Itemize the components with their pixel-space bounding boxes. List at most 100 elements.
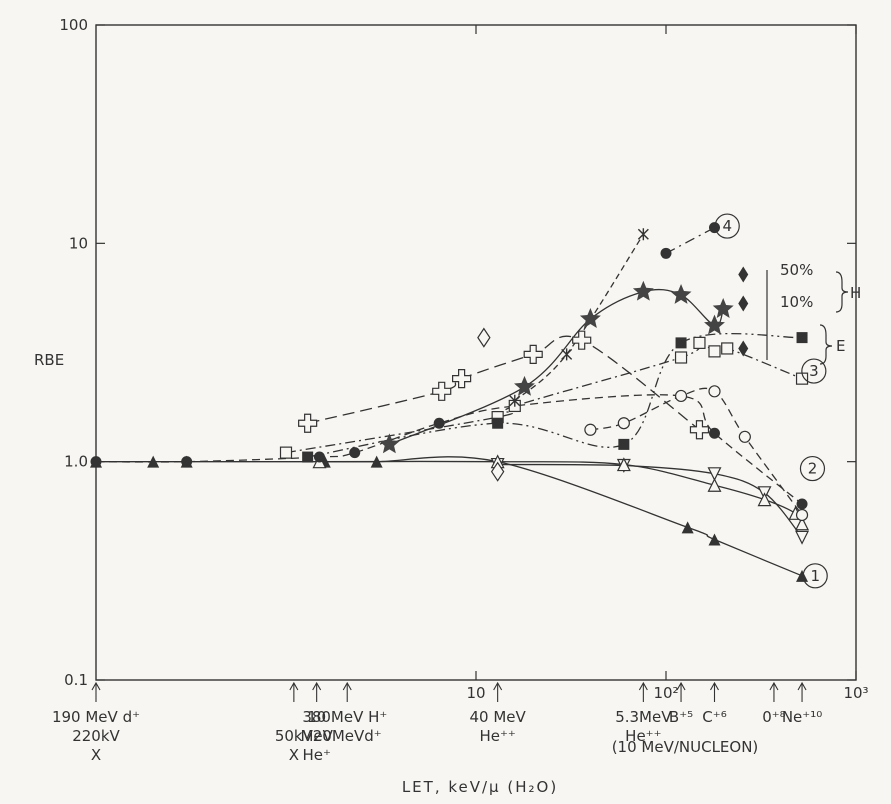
y-tick-label: 10 [69, 234, 88, 252]
radiation-label: 20MeVd⁺ [313, 727, 382, 745]
data-point-filled-circle [796, 498, 808, 510]
bracket-h-label: H [850, 284, 861, 302]
data-point-filled-circle [313, 451, 325, 463]
curve-filled-triangle [96, 456, 803, 577]
data-point-open-square [721, 342, 734, 355]
data-point-star [704, 314, 725, 335]
y-axis-label: RBE [34, 351, 64, 369]
curve-open-triangle [319, 460, 803, 525]
data-point-open-square [693, 336, 706, 349]
data-point-open-triangle [757, 492, 772, 507]
radiation-arrow-head [342, 681, 352, 691]
data-point-star [670, 283, 692, 304]
data-point-open-triangle [707, 477, 722, 492]
radiation-label: 380 [302, 708, 331, 726]
data-point-filled-circle [181, 456, 193, 468]
curve-filled-square [307, 332, 803, 458]
data-point-star [378, 433, 400, 454]
data-point-filled-triangle [147, 455, 160, 468]
data-point-filled-diamond [738, 295, 749, 312]
y-tick-label: 0.1 [64, 671, 88, 689]
data-point-filled-circle [709, 427, 721, 439]
data-point-filled-triangle [681, 521, 694, 534]
y-tick-label: 1.0 [64, 453, 88, 471]
curve-filled-circle [95, 394, 803, 505]
radiation-arrow-head [312, 681, 322, 691]
data-point-filled-square [302, 451, 314, 463]
data-point-filled-diamond [738, 266, 749, 283]
radiation-arrow-head [710, 681, 719, 691]
data-point-filled-diamond [738, 340, 749, 357]
data-point-filled-square [492, 417, 504, 429]
curve-open-cross [307, 335, 700, 431]
curve-label-circle [802, 563, 828, 589]
data-point-open-cross [689, 420, 710, 440]
curve-open-square [285, 342, 803, 454]
data-point-star [632, 280, 654, 301]
y-ticks: 0.1 1.0 10 100 [59, 16, 856, 689]
data-point-star [514, 375, 535, 396]
data-point-filled-circle [90, 456, 102, 468]
curve-label-circle [799, 455, 826, 482]
trend-curves [95, 227, 803, 577]
radiation-label: MeV [300, 727, 333, 745]
radiation-label: 10 MeV H⁺ [307, 708, 387, 726]
data-point-open-cross [432, 381, 452, 401]
data-point-open-triangle [795, 516, 810, 531]
radiation-label: 40 MeV [470, 708, 527, 726]
data-point-filled-square [618, 438, 630, 450]
data-point-open-cross [523, 344, 543, 364]
radiation-label: He⁺⁺ [625, 727, 661, 745]
radiation-label: 0⁺⁸ [762, 708, 785, 726]
data-point-filled-circle [349, 447, 361, 459]
radiation-arrow-head [676, 681, 686, 691]
radiation-label: 220kV [72, 727, 120, 745]
x-tick-label: 10 [466, 684, 485, 702]
y-tick-label: 100 [59, 16, 88, 34]
data-point-open-circle [584, 423, 597, 436]
radiation-label: Ne⁺¹⁰ [782, 708, 822, 726]
radiation-label: 190 MeV d⁺ [52, 708, 140, 726]
data-point-open-circle [617, 417, 630, 430]
data-point-open-square [708, 345, 721, 358]
x-axis-label: LET, keV/μ (H₂O) [402, 778, 558, 796]
radiation-label: He⁺⁺ [479, 727, 515, 745]
data-point-open-inverted-triangle [707, 467, 722, 482]
curve-label: 4 [722, 217, 732, 235]
data-point-open-inverted-triangle [795, 530, 810, 545]
nucleon-label: (10 MeV/NUCLEON) [612, 738, 759, 756]
curve-label: 3 [809, 362, 819, 380]
data-point-open-triangle [616, 457, 631, 472]
radiation-arrow-head [797, 681, 807, 691]
radiation-arrow-head [493, 681, 503, 691]
curve-label-circle [714, 213, 740, 239]
curve-filled-circle-upper [665, 227, 715, 254]
radiation-arrow-head [769, 681, 779, 691]
bracket-e-label: E [836, 337, 845, 355]
radiation-arrow-head [91, 681, 101, 691]
data-point-filled-circle [433, 417, 445, 429]
data-point-filled-square [675, 337, 687, 349]
data-point-filled-triangle [708, 533, 721, 546]
data-point-star [712, 298, 734, 318]
data-point-asterisk [509, 394, 521, 407]
data-point-open-cross [298, 413, 318, 433]
curve-open-circle [590, 387, 803, 516]
data-point-open-cross [572, 330, 592, 350]
data-point-open-square [279, 446, 293, 459]
radiation-label: C⁺⁶ [702, 708, 726, 726]
data-point-asterisk [637, 228, 649, 241]
curve-label-circle [801, 358, 827, 384]
bracket-10pct-label: 10% [780, 293, 813, 311]
bracket-50pct-label: 50% [780, 261, 813, 279]
radiation-label: X [289, 746, 299, 764]
data-points: 4 3 2 1 [90, 213, 828, 589]
data-point-open-circle [674, 389, 688, 403]
radiation-label: He⁺ [302, 746, 330, 764]
radiation-label: 50kV [275, 727, 314, 745]
data-point-filled-square [796, 332, 808, 344]
data-point-open-circle [708, 385, 721, 398]
x-tick-label: 10² [653, 684, 678, 702]
